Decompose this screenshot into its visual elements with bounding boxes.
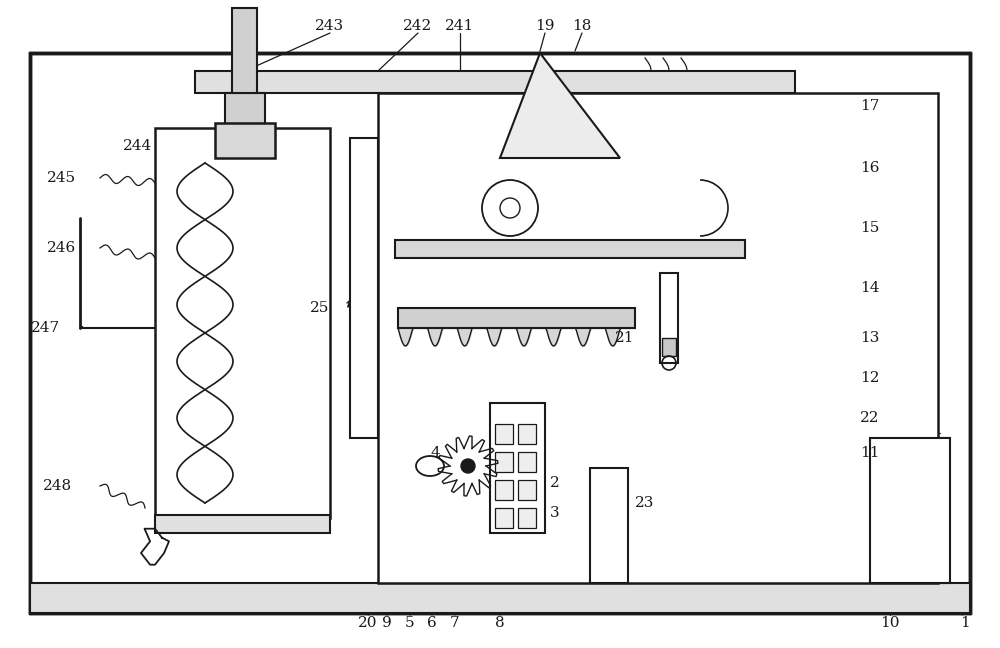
Text: 14: 14 — [860, 281, 880, 295]
Bar — [398, 308, 635, 328]
Text: 18: 18 — [572, 19, 592, 33]
Text: 20: 20 — [358, 616, 378, 630]
Text: 21: 21 — [615, 331, 635, 345]
Text: 7: 7 — [450, 616, 460, 630]
Bar — [30, 53, 970, 613]
Bar — [155, 515, 330, 533]
Bar — [495, 452, 513, 472]
Bar — [870, 438, 950, 583]
Bar — [350, 138, 378, 438]
Bar — [495, 424, 513, 444]
Text: 241: 241 — [445, 19, 475, 33]
Bar — [518, 424, 536, 444]
Text: 22: 22 — [860, 411, 880, 425]
Text: 12: 12 — [860, 371, 880, 385]
Text: 243: 243 — [315, 19, 345, 33]
Text: 245: 245 — [47, 171, 77, 185]
Text: 2: 2 — [550, 476, 560, 490]
Bar — [518, 508, 536, 528]
Text: 242: 242 — [403, 19, 433, 33]
Text: 13: 13 — [860, 331, 880, 345]
Text: 11: 11 — [860, 446, 880, 460]
Text: 3: 3 — [550, 506, 560, 520]
Text: 1: 1 — [960, 616, 970, 630]
Bar — [495, 508, 513, 528]
Bar — [30, 583, 970, 613]
Circle shape — [461, 459, 475, 473]
Bar — [518, 480, 536, 500]
Bar — [225, 93, 265, 128]
Text: 23: 23 — [635, 496, 655, 510]
Bar — [495, 480, 513, 500]
Bar — [660, 273, 678, 363]
Text: 10: 10 — [880, 616, 900, 630]
Bar — [490, 403, 545, 533]
Bar — [215, 123, 275, 158]
Text: 8: 8 — [495, 616, 505, 630]
Bar — [378, 93, 938, 583]
Text: 19: 19 — [535, 19, 555, 33]
Text: 25: 25 — [310, 301, 330, 315]
Text: 247: 247 — [30, 321, 60, 335]
Text: 15: 15 — [860, 221, 880, 235]
Text: 6: 6 — [427, 616, 437, 630]
Text: 244: 244 — [123, 139, 153, 153]
Text: 246: 246 — [47, 241, 77, 255]
Bar — [662, 338, 676, 356]
Text: 16: 16 — [860, 161, 880, 175]
Polygon shape — [500, 53, 620, 158]
Bar — [518, 452, 536, 472]
Text: 248: 248 — [43, 479, 73, 493]
Text: 5: 5 — [405, 616, 415, 630]
Bar — [232, 8, 257, 93]
Bar — [155, 128, 330, 518]
Bar — [195, 71, 795, 93]
Bar — [590, 468, 628, 583]
Text: 9: 9 — [382, 616, 392, 630]
Bar — [395, 240, 745, 258]
Text: 4: 4 — [430, 446, 440, 460]
Text: 17: 17 — [860, 99, 880, 113]
